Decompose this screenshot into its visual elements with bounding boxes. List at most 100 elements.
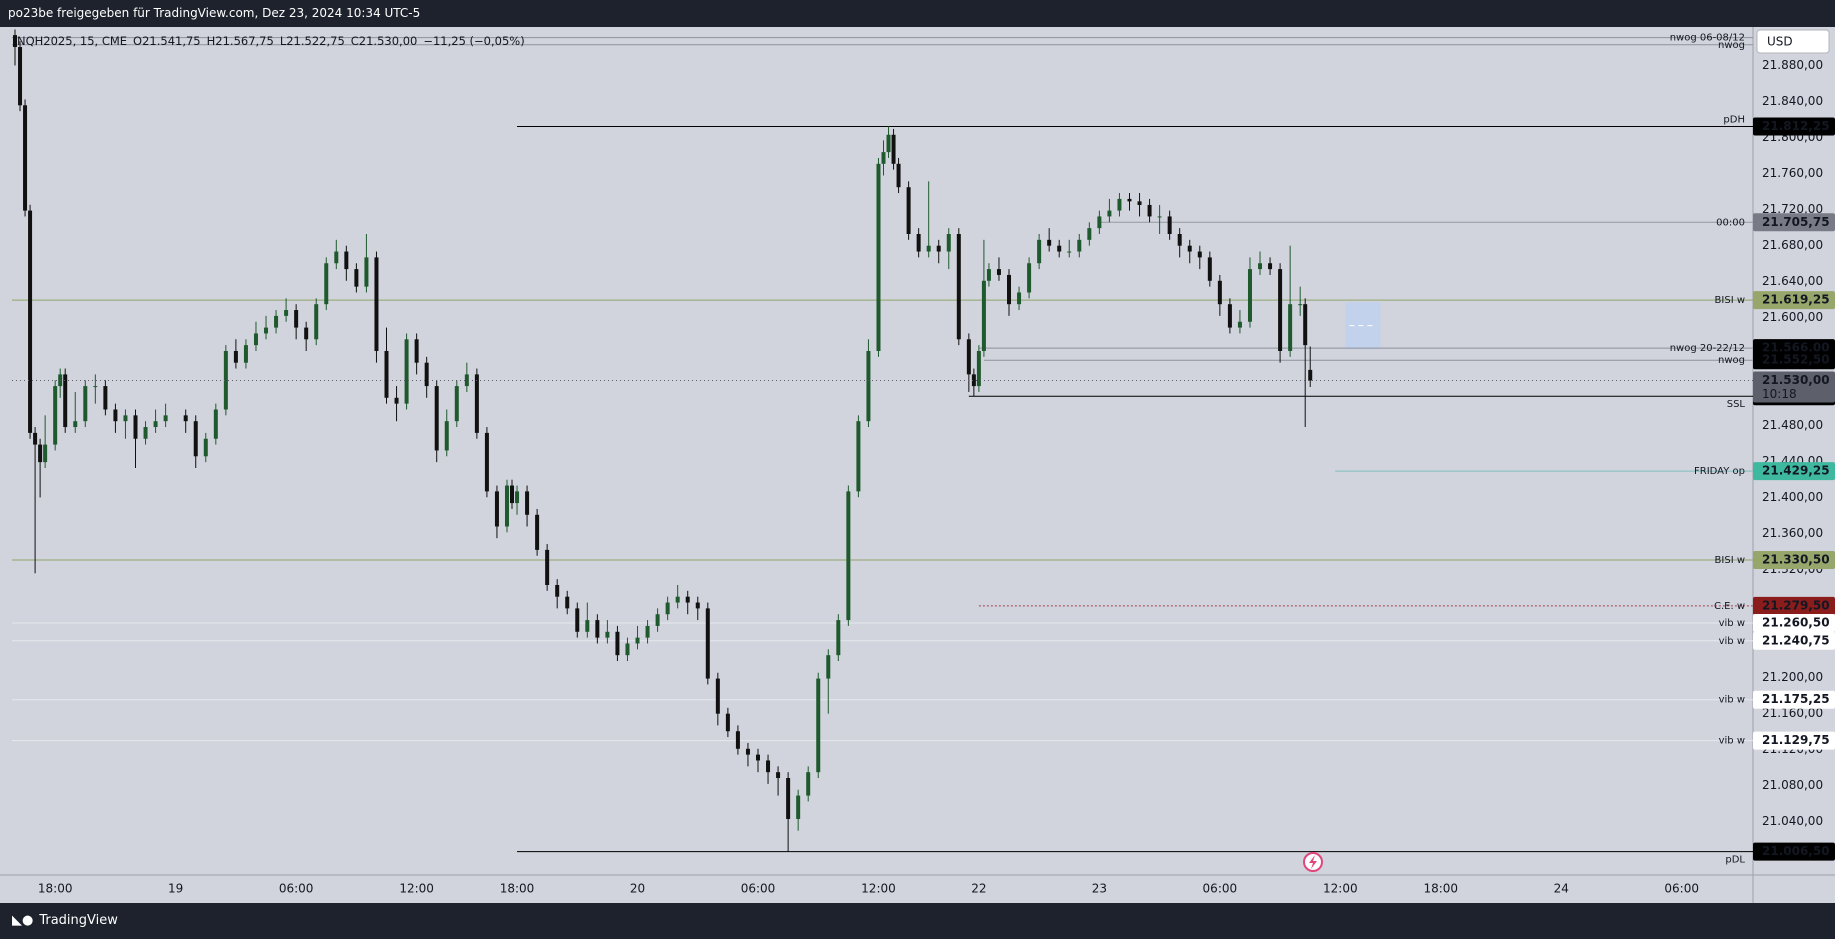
price-tag (1753, 462, 1835, 481)
x-tick-label: 18:00 (38, 882, 73, 896)
footer-bar: ◣● TradingView (0, 903, 1835, 939)
candle-body (1107, 210, 1112, 217)
candle-body (364, 257, 369, 287)
candle-body (1187, 245, 1192, 252)
candle-body (384, 350, 389, 398)
candle-body (153, 421, 158, 428)
x-tick-label: 12:00 (399, 882, 434, 896)
legend-symbol[interactable]: NQH2025, 15, CME (17, 34, 128, 48)
level-label: BISI w (1715, 555, 1745, 566)
candle-body (715, 678, 720, 714)
candle-body (645, 625, 650, 638)
symbol-legend: NQH2025, 15, CME O21.541,75 H21.567,75 L21.… (17, 34, 531, 48)
icon-bolt[interactable] (1309, 855, 1317, 869)
candle-body (1308, 369, 1313, 381)
candle-body (334, 251, 339, 264)
current-price-tag (1753, 371, 1835, 403)
price-tag-label: 21.566,00 (1762, 341, 1830, 355)
candle-body (1017, 292, 1022, 305)
y-tick-label: 21.640,00 (1762, 274, 1823, 288)
candle-body (605, 631, 610, 638)
price-tag (1753, 690, 1835, 709)
candle-body (946, 233, 951, 252)
candle-body (474, 374, 479, 433)
replay-icon[interactable] (1303, 852, 1323, 872)
candle-body (354, 269, 359, 287)
candle-body (394, 397, 399, 404)
price-tag-label: 21.619,25 (1762, 293, 1830, 307)
candle-body (53, 386, 58, 445)
candle-body (575, 608, 580, 632)
legend-open: O21.541,75 (133, 34, 201, 48)
legend-close: C21.530,00 (350, 34, 418, 48)
candle-body (996, 269, 1001, 275)
level-label: vib w (1719, 695, 1745, 706)
candle-body (1278, 269, 1283, 351)
currency-label[interactable]: USD (1767, 35, 1793, 49)
candle-body (494, 491, 499, 527)
x-tick-label: 24 (1554, 882, 1569, 896)
candle-body (183, 415, 188, 422)
chart-background (0, 27, 1835, 903)
candle-body (324, 263, 329, 305)
candle-body (264, 327, 269, 334)
candle-body (1027, 263, 1032, 293)
candle-body (1197, 251, 1202, 258)
price-tag (1753, 631, 1835, 650)
y-tick-label: 21.040,00 (1762, 814, 1823, 828)
candle-body (1167, 216, 1172, 234)
candle-body (956, 233, 961, 340)
candle-body (1067, 251, 1072, 253)
candle-body (1258, 263, 1263, 270)
candle-body (374, 257, 379, 351)
price-tag (1753, 551, 1835, 570)
candle-body (464, 374, 469, 387)
candle-body (675, 596, 680, 603)
candle-body (976, 350, 981, 387)
candle-body (18, 47, 23, 106)
candle-body (786, 778, 791, 819)
candle-body (565, 596, 570, 609)
candle-body (525, 491, 530, 515)
candle-body (635, 637, 640, 644)
candle-body (806, 772, 811, 796)
legend-low: L21.522,75 (279, 34, 345, 48)
candle-body (504, 485, 509, 527)
price-tag-label: 21.705,75 (1762, 215, 1830, 229)
candle-body (1207, 257, 1212, 281)
candle-body (133, 415, 138, 439)
price-tag-label: 21.279,50 (1762, 598, 1830, 612)
x-tick-label: 23 (1092, 882, 1107, 896)
footer-brand[interactable]: TradingView (39, 913, 118, 928)
candle-body (981, 280, 986, 351)
candle-body (13, 35, 18, 48)
level-label: nwog 20-22/12 (1670, 343, 1745, 354)
price-tag-label: 21.129,75 (1762, 733, 1830, 747)
plot-layer: 21.040,0021.080,0021.120,0021.160,0021.2… (12, 29, 1835, 896)
candle-body (243, 345, 248, 363)
candle-body (33, 432, 38, 445)
x-tick-label: 22 (971, 882, 986, 896)
price-tag (1753, 351, 1835, 370)
candle-body (434, 386, 439, 451)
candle-body (284, 310, 289, 316)
y-tick-label: 21.400,00 (1762, 490, 1823, 504)
currency-button[interactable] (1756, 29, 1830, 54)
y-tick-label: 21.600,00 (1762, 310, 1823, 324)
price-tag-label: 21.240,75 (1762, 633, 1830, 647)
level-label: vib w (1719, 618, 1745, 629)
candle-body (93, 386, 98, 388)
candle-body (113, 409, 118, 422)
candle-body (454, 386, 459, 422)
x-tick-label: 18:00 (1423, 882, 1458, 896)
candle-body (83, 386, 88, 422)
y-tick-label: 21.720,00 (1762, 202, 1823, 216)
candle-body (23, 105, 28, 211)
level-label: pDL (1725, 855, 1745, 866)
candle-body (233, 350, 238, 363)
logo-mark[interactable]: ◣● (12, 913, 34, 928)
level-label: vib w (1719, 736, 1745, 747)
candle-body (906, 187, 911, 234)
candle-body (484, 432, 489, 492)
candle-body (916, 233, 921, 252)
